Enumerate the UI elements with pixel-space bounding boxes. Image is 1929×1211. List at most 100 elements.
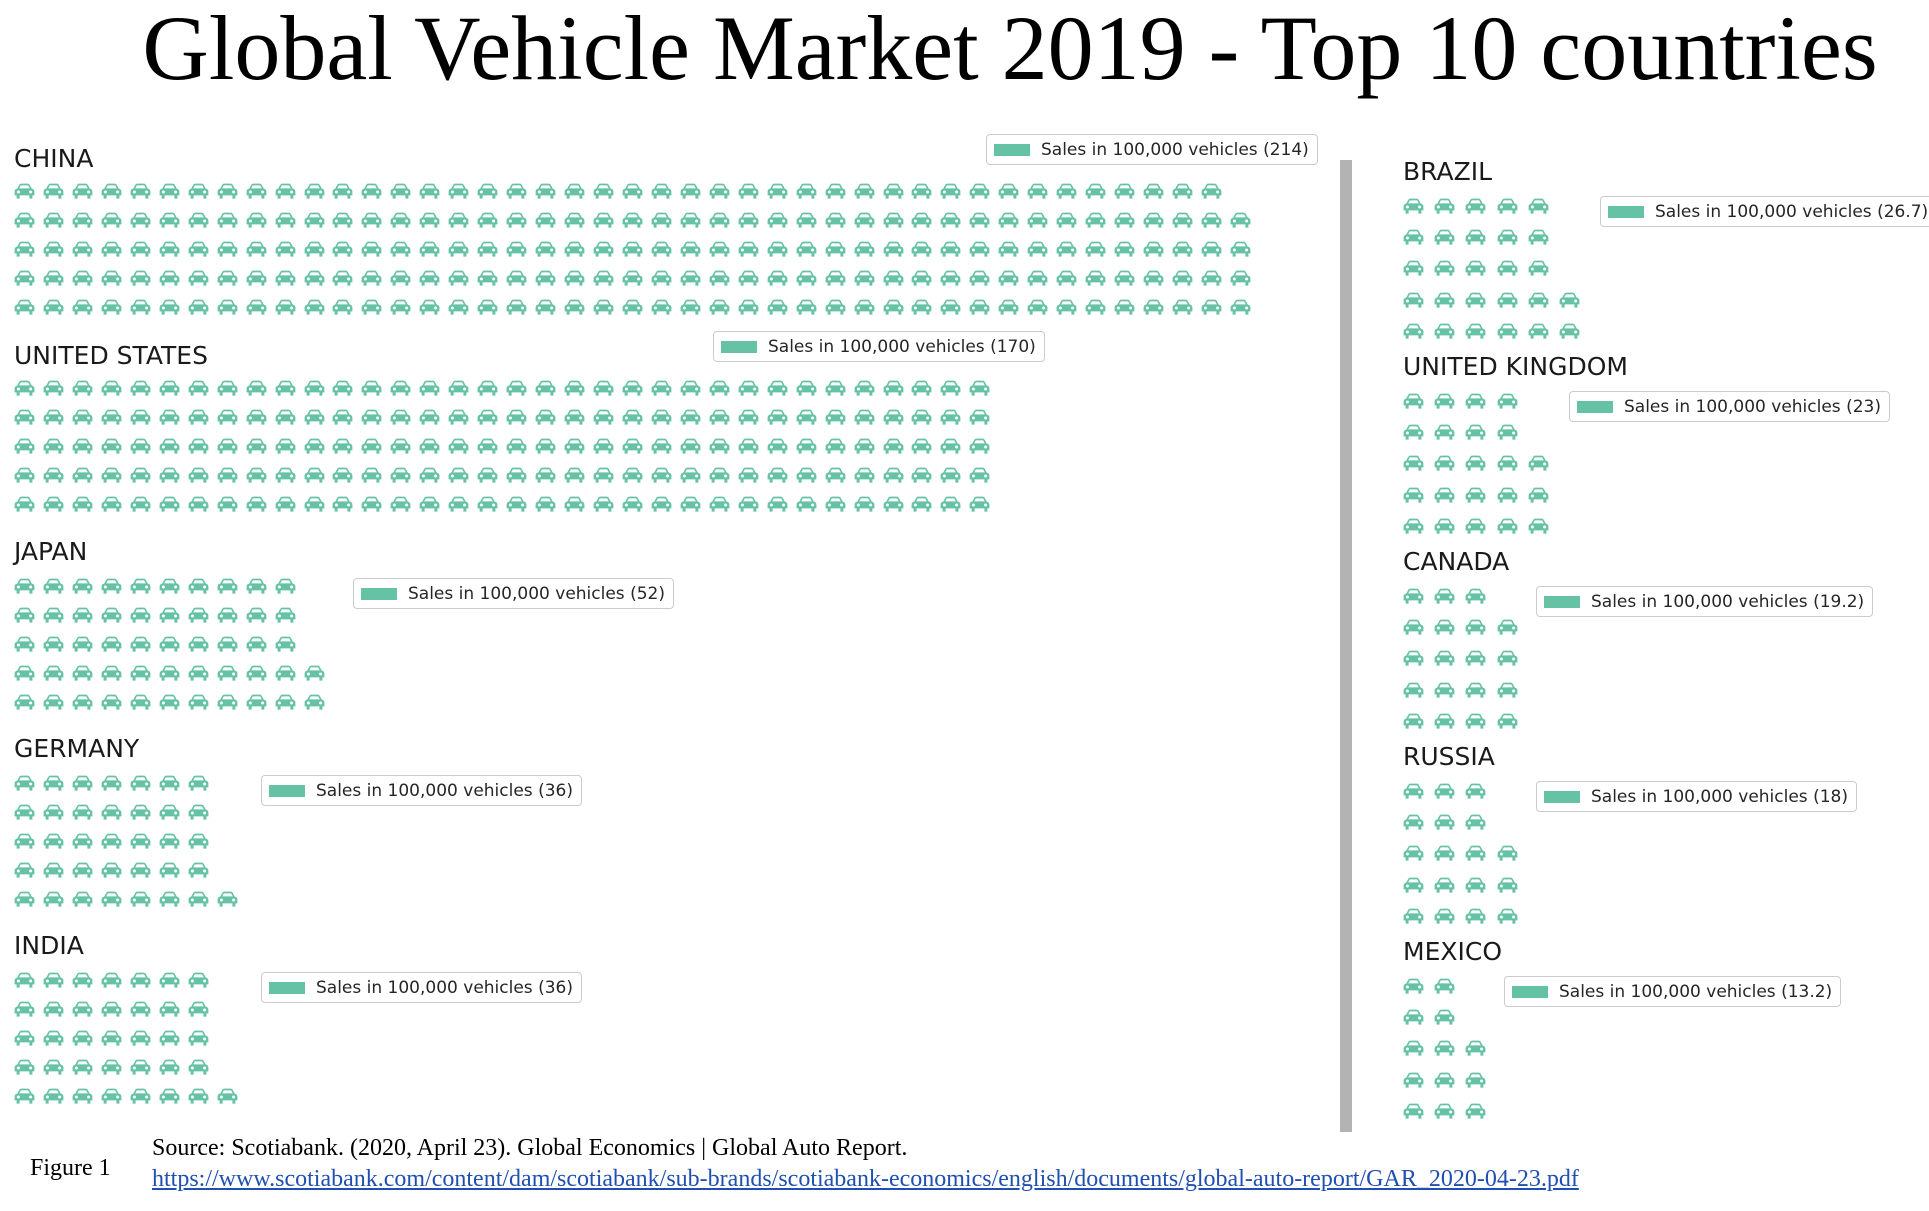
car-icon — [1403, 682, 1424, 699]
legend-swatch — [269, 981, 305, 994]
car-icon — [188, 1030, 209, 1047]
car-icon — [43, 1059, 64, 1076]
car-icon — [43, 636, 64, 653]
car-icon — [622, 380, 643, 397]
car-icon — [130, 270, 151, 287]
car-icon — [130, 380, 151, 397]
car-icon — [477, 212, 498, 229]
car-icon — [1201, 212, 1222, 229]
car-icon — [1403, 518, 1424, 535]
column-divider — [1340, 160, 1352, 1132]
car-icon — [332, 299, 353, 316]
car-icon — [1403, 260, 1424, 277]
car-icon — [593, 467, 614, 484]
car-icon — [911, 212, 932, 229]
car-icon — [709, 241, 730, 258]
car-icon — [651, 467, 672, 484]
car-icon — [43, 1088, 64, 1105]
country-label-canada: CANADA — [1403, 547, 1510, 576]
car-icon — [998, 183, 1019, 200]
car-icon — [43, 833, 64, 850]
car-icon — [130, 467, 151, 484]
car-icon — [448, 299, 469, 316]
car-icon — [1201, 270, 1222, 287]
car-icon — [477, 467, 498, 484]
legend-text: Sales in 100,000 vehicles (36) — [316, 780, 573, 801]
legend-text: Sales in 100,000 vehicles (18) — [1591, 786, 1848, 807]
car-icon — [593, 380, 614, 397]
figure-label: Figure 1 — [30, 1155, 111, 1181]
car-icon — [448, 380, 469, 397]
car-icon — [332, 496, 353, 513]
source-link[interactable]: https://www.scotiabank.com/content/dam/s… — [152, 1166, 1579, 1192]
car-icon — [1465, 323, 1486, 340]
car-icon — [477, 409, 498, 426]
car-icon — [883, 183, 904, 200]
car-icon — [130, 183, 151, 200]
car-icon — [1497, 619, 1518, 636]
car-icon — [188, 1059, 209, 1076]
car-icon — [1497, 455, 1518, 472]
car-icon — [188, 1001, 209, 1018]
car-icon — [1403, 229, 1424, 246]
country-label-china: CHINA — [14, 144, 94, 173]
car-icon — [72, 862, 93, 879]
car-icon — [159, 665, 180, 682]
car-icon — [969, 183, 990, 200]
car-icon — [159, 496, 180, 513]
car-icon — [1434, 323, 1455, 340]
car-icon — [217, 241, 238, 258]
car-icon — [101, 862, 122, 879]
car-icon — [1465, 877, 1486, 894]
car-icon — [564, 183, 585, 200]
car-icon — [709, 467, 730, 484]
car-icon — [1559, 292, 1580, 309]
legend-germany: Sales in 100,000 vehicles (36) — [261, 775, 582, 806]
car-icon — [43, 467, 64, 484]
car-icon — [477, 241, 498, 258]
car-icon — [390, 380, 411, 397]
car-icon — [680, 241, 701, 258]
car-icon — [767, 409, 788, 426]
car-icon — [217, 212, 238, 229]
car-icon — [332, 409, 353, 426]
car-icon — [1403, 978, 1424, 995]
car-icon — [72, 1001, 93, 1018]
car-icon — [43, 496, 64, 513]
car-icon — [1403, 487, 1424, 504]
car-icon — [188, 241, 209, 258]
car-icon — [564, 241, 585, 258]
car-icon — [1201, 183, 1222, 200]
car-icon — [1056, 270, 1077, 287]
legend-india: Sales in 100,000 vehicles (36) — [261, 972, 582, 1003]
car-icon — [390, 409, 411, 426]
car-icon — [767, 212, 788, 229]
car-icon — [188, 380, 209, 397]
car-icon — [159, 775, 180, 792]
car-icon — [738, 299, 759, 316]
car-icon — [246, 212, 267, 229]
car-icon — [14, 409, 35, 426]
car-icon — [43, 862, 64, 879]
car-icon — [651, 438, 672, 455]
car-icon — [1114, 299, 1135, 316]
car-icon — [1434, 783, 1455, 800]
car-icon — [825, 380, 846, 397]
car-icon — [1403, 455, 1424, 472]
car-icon — [940, 270, 961, 287]
car-icon — [14, 380, 35, 397]
car-icon — [304, 270, 325, 287]
car-icon — [43, 212, 64, 229]
car-icon — [564, 212, 585, 229]
car-icon — [1497, 229, 1518, 246]
car-icon — [304, 438, 325, 455]
car-icon — [622, 270, 643, 287]
legend-russia: Sales in 100,000 vehicles (18) — [1536, 781, 1857, 812]
car-icon — [159, 380, 180, 397]
car-icon — [911, 241, 932, 258]
legend-text: Sales in 100,000 vehicles (52) — [408, 583, 665, 604]
car-icon — [1497, 650, 1518, 667]
car-icon — [72, 607, 93, 624]
car-icon — [854, 270, 875, 287]
car-icon — [767, 380, 788, 397]
